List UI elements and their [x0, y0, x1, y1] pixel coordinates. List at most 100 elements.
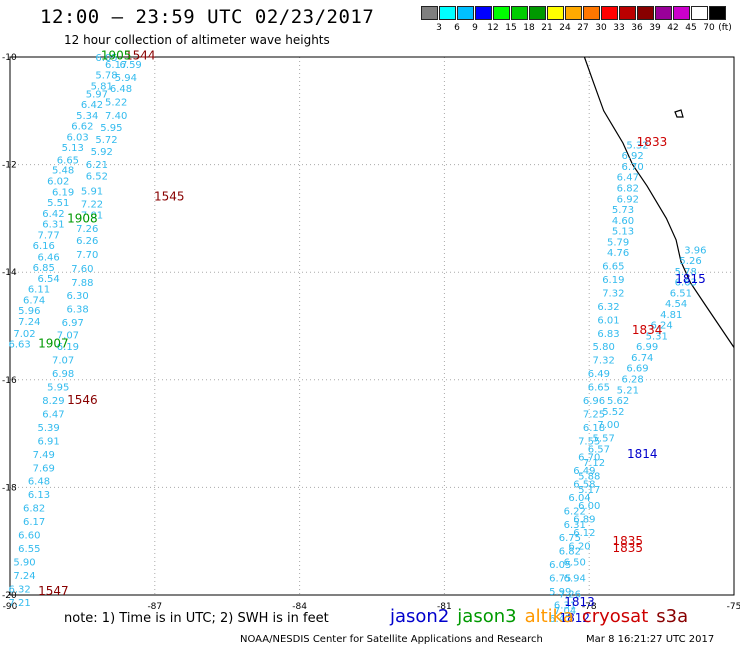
- scale-label: 12: [487, 23, 499, 33]
- scale-label: 15: [505, 23, 517, 33]
- x-tick-label: -75: [727, 602, 740, 612]
- swh-value: 6.97: [62, 318, 84, 329]
- x-tick-label: -87: [147, 602, 162, 612]
- coastline: [583, 56, 735, 348]
- scale-swatch: [637, 6, 654, 20]
- swh-value: 6.38: [66, 305, 88, 316]
- swh-value: 6.98: [52, 369, 74, 380]
- swh-value: 6.18: [583, 423, 605, 434]
- swh-value: 6.49: [573, 466, 595, 477]
- swh-value: 5.62: [607, 396, 629, 407]
- swh-value: 5.97: [86, 89, 108, 100]
- swh-value: 6.47: [549, 614, 571, 625]
- swh-value: 6.83: [597, 329, 619, 340]
- swh-value: 7.69: [33, 463, 55, 474]
- scale-label: 33: [613, 23, 625, 33]
- swh-value: 7.24: [18, 317, 40, 328]
- scale-unit: (ft): [718, 23, 732, 33]
- swh-value: 7.77: [37, 230, 59, 241]
- scale-swatch: [493, 6, 510, 20]
- swh-value: 7.24: [13, 571, 35, 582]
- swh-value: 6.31: [42, 220, 64, 231]
- swh-value: 6.42: [42, 209, 64, 220]
- swh-value: 7.22: [81, 200, 103, 211]
- swh-value: 6.74: [631, 353, 653, 364]
- swh-value: 6.00: [578, 501, 600, 512]
- scale-label: 39: [649, 23, 661, 33]
- swh-value: 5.96: [18, 306, 40, 317]
- swh-value: 7.07: [57, 330, 79, 341]
- swh-value: 6.02: [47, 177, 69, 188]
- swh-value: 6.26: [76, 236, 98, 247]
- swh-value: 6.91: [37, 436, 59, 447]
- swh-value: 6.51: [670, 288, 692, 299]
- time-label: 1814: [627, 447, 658, 461]
- scale-swatch: [691, 6, 708, 20]
- swh-value: 6.16: [33, 241, 55, 252]
- time-label: 1833: [637, 135, 668, 149]
- swh-value: 5.95: [100, 123, 122, 134]
- swh-value: 6.62: [71, 122, 93, 133]
- swh-value: 7.02: [13, 329, 35, 340]
- swh-value: 6.75: [549, 574, 571, 585]
- swh-value: 5.73: [612, 205, 634, 216]
- swh-value: 6.17: [23, 517, 45, 528]
- scale-label: 18: [523, 23, 535, 33]
- swh-value: 5.88: [578, 471, 600, 482]
- swh-value: 6.19: [52, 187, 74, 198]
- axis-ticks: -90 -87 -84 -81 -78 -75 -10 -12 -14 -16 -18 -20: [2, 53, 740, 612]
- swh-value: 6.55: [18, 544, 40, 555]
- swh-value: 5.90: [13, 557, 35, 568]
- scale-label: 9: [472, 23, 478, 33]
- swh-value: 6.20: [568, 541, 590, 552]
- swh-value: 6.48: [28, 477, 50, 488]
- scale-swatch: [511, 6, 528, 20]
- swh-value: 6.65: [602, 262, 624, 273]
- swh-value: 6.24: [650, 321, 672, 332]
- scale-swatch: [583, 6, 600, 20]
- swh-value: 5.79: [607, 237, 629, 248]
- swh-value: 5.57: [593, 434, 615, 445]
- swh-value: 5.94: [115, 73, 137, 84]
- swh-value: 5.31: [646, 331, 668, 342]
- swh-value: 7.40: [105, 111, 127, 122]
- swh-value: 6.13: [28, 490, 50, 501]
- swh-value: 6.17: [105, 60, 127, 71]
- swh-value: 5.21: [617, 385, 639, 396]
- scale-swatch: [547, 6, 564, 20]
- swh-value: 5.78: [675, 267, 697, 278]
- time-label: 1815: [675, 272, 706, 286]
- scale-label: 3: [436, 23, 442, 33]
- time-label: 1544: [125, 49, 156, 63]
- time-label: 1835: [613, 541, 644, 555]
- page-title: 12:00 – 23:59 UTC 02/23/2017: [40, 6, 375, 28]
- swh-value: 5.81: [91, 81, 113, 92]
- swh-value: 6.11: [28, 285, 50, 296]
- swh-value: 6.75: [559, 533, 581, 544]
- swh-value: 6.52: [86, 172, 108, 183]
- swh-value: 5.34: [76, 111, 98, 122]
- swh-value: 6.05: [95, 53, 117, 64]
- page-subtitle: 12 hour collection of altimeter wave hei…: [64, 33, 330, 47]
- y-tick-label: -10: [2, 53, 17, 63]
- y-tick-label: -20: [2, 591, 17, 601]
- swh-value: 6.74: [23, 295, 45, 306]
- legend-jason2: jason2: [390, 606, 450, 627]
- swh-value: 6.04: [568, 493, 590, 504]
- swh-value: 6.47: [42, 409, 64, 420]
- scale-swatch: [565, 6, 582, 20]
- scale-label: 42: [667, 23, 679, 33]
- time-label: 1834: [632, 323, 663, 337]
- footer-timestamp: Mar 8 16:21:27 UTC 2017: [586, 634, 715, 645]
- legend-altika: altika: [524, 606, 574, 627]
- swh-value: 5.92: [91, 147, 113, 158]
- swh-value: 6.70: [578, 453, 600, 464]
- scale-label: 24: [559, 23, 571, 33]
- swh-value: 6.48: [110, 84, 132, 95]
- swh-value: 6.12: [573, 528, 595, 539]
- time-label: 1905: [101, 49, 132, 63]
- swh-value: 3.96: [684, 245, 706, 256]
- swh-value: 6.92: [622, 151, 644, 162]
- swh-value: 7.07: [52, 356, 74, 367]
